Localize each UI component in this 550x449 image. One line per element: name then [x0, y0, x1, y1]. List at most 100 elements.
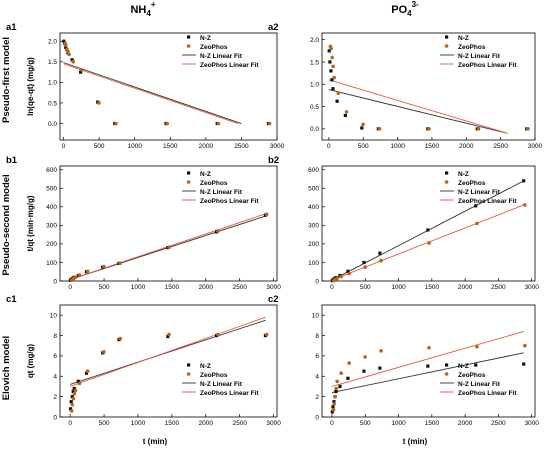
- point-zeophos: [216, 229, 220, 233]
- x-tick-label: 500: [360, 284, 371, 291]
- point-zeophos: [379, 258, 383, 263]
- x-tick-label: 2500: [232, 284, 247, 291]
- y-tick-label: 2.0: [48, 39, 57, 46]
- point-zeophos: [363, 355, 367, 359]
- x-tick-label: 1500: [425, 420, 440, 427]
- legend-label: ZeoPhos: [200, 372, 228, 379]
- legend-label: ZeoPhos: [458, 180, 486, 187]
- point-zeophos: [333, 394, 337, 399]
- legend-marker-nz: [187, 35, 191, 39]
- y-tick-label: 200: [46, 241, 57, 248]
- svg-text:NH4+: NH4+: [130, 0, 155, 18]
- point-nz: [329, 69, 333, 73]
- panel-letter-a1: a1: [6, 22, 17, 33]
- x-tick-label: 2000: [458, 284, 473, 291]
- legend-marker-zeophos: [444, 180, 449, 184]
- y-tick-label: 0.5: [48, 100, 57, 107]
- point-zeophos: [344, 110, 349, 114]
- point-nz: [334, 389, 338, 394]
- y-tick-label: 500: [308, 186, 319, 193]
- point-zeophos: [427, 345, 431, 350]
- legend-label: N-Z Linear Fit: [458, 381, 501, 388]
- x-tick-label: 1500: [165, 284, 180, 291]
- column-title-po4: PO43-: [391, 0, 419, 18]
- legend-label: N-Z: [458, 363, 469, 370]
- y-tick-label: 0: [315, 278, 319, 285]
- column-title-po4-sup: 3-: [412, 0, 419, 9]
- legend-label: N-Z: [200, 35, 211, 42]
- y-tick-label: 400: [308, 204, 319, 211]
- fit-line-zeophos: [63, 63, 239, 124]
- legend-label: N-Z Linear Fit: [200, 53, 243, 60]
- panel-frame: [321, 165, 536, 282]
- y-tick-label: 8: [315, 333, 319, 340]
- x-axis-label-left: t (min): [143, 437, 168, 446]
- x-tick-label: 3000: [266, 284, 281, 291]
- y-tick-label: 300: [46, 223, 57, 230]
- point-zeophos: [347, 271, 351, 276]
- x-tick-label: 0: [327, 143, 331, 150]
- fit-line-zeophos: [328, 79, 508, 134]
- point-nz: [332, 400, 336, 404]
- point-nz: [328, 60, 332, 64]
- x-tick-label: 500: [94, 143, 105, 150]
- y-tick-label: 0: [53, 414, 57, 421]
- panel-letter-b2: b2: [268, 155, 279, 166]
- point-nz: [378, 251, 382, 255]
- panel-b2: b2 0 500 1000 1500 2000 2500 3000 0 100 200 300 400 5…: [268, 155, 539, 291]
- x-tick-label: 0: [330, 420, 334, 427]
- legend-label: N-Z: [200, 171, 211, 178]
- x-tick-label: 1000: [131, 420, 146, 427]
- legend-label: ZeoPhos Linear Fit: [200, 390, 259, 397]
- point-zeophos: [377, 127, 382, 131]
- point-nz: [68, 407, 73, 411]
- y-tick-label: 100: [46, 260, 57, 267]
- point-zeophos: [427, 127, 431, 131]
- x-tick-label: 3000: [528, 143, 543, 150]
- panel-c1: c1 0 500 1000 1500 2000 2500 3000 0 2 4 6 8 10 qt (mg/…: [6, 294, 281, 427]
- panel-letter-c2: c2: [268, 294, 279, 305]
- x-tick-label: 0: [68, 284, 72, 291]
- panel-letter-b1: b1: [6, 155, 18, 166]
- point-nz: [76, 379, 80, 383]
- point-nz: [346, 376, 350, 380]
- column-title-po4-sub: 4: [407, 9, 412, 18]
- fit-line-nz: [70, 319, 266, 385]
- y-tick-label: 8: [53, 333, 57, 340]
- y-tick-label: 0.0: [48, 121, 57, 128]
- point-zeophos: [216, 332, 220, 337]
- y-tick-label: 0: [315, 414, 319, 421]
- column-title-nh4-sub: 4: [146, 9, 151, 18]
- x-tick-label: 3000: [524, 420, 539, 427]
- x-tick-label: 1500: [425, 143, 440, 150]
- point-zeophos: [72, 391, 77, 396]
- point-zeophos: [379, 349, 383, 353]
- panel-frame: [321, 304, 536, 418]
- point-zeophos: [70, 402, 75, 407]
- x-tick-label: 2500: [493, 143, 508, 150]
- legend-marker-nz: [445, 171, 449, 175]
- y-tick-label: 600: [308, 167, 319, 174]
- y-tick-label: 1.0: [48, 80, 57, 87]
- legend-label: ZeoPhos: [200, 44, 228, 51]
- point-zeophos: [427, 241, 431, 245]
- point-zeophos: [523, 203, 527, 207]
- fit-line-nz: [331, 352, 524, 394]
- point-nz: [71, 389, 75, 394]
- point-zeophos: [64, 43, 68, 48]
- point-nz: [474, 204, 478, 208]
- x-tick-label: 1000: [127, 143, 142, 150]
- point-zeophos: [167, 332, 171, 337]
- fit-line-nz: [63, 62, 242, 124]
- point-nz: [522, 179, 526, 183]
- panel-a1: a1 0 500 1000 1500 2000 2500 3000 0.0 0.5 1.0 1.5 2.…: [6, 22, 285, 150]
- point-nz: [362, 260, 366, 265]
- y-tick-label: 6: [53, 353, 57, 360]
- x-tick-label: 2000: [459, 143, 474, 150]
- y-tick-label: 0.0: [310, 126, 319, 133]
- point-zeophos: [331, 408, 336, 412]
- point-zeophos: [264, 332, 269, 337]
- point-zeophos: [330, 55, 334, 60]
- y-tick-label: 10: [312, 312, 320, 319]
- point-zeophos: [77, 273, 82, 277]
